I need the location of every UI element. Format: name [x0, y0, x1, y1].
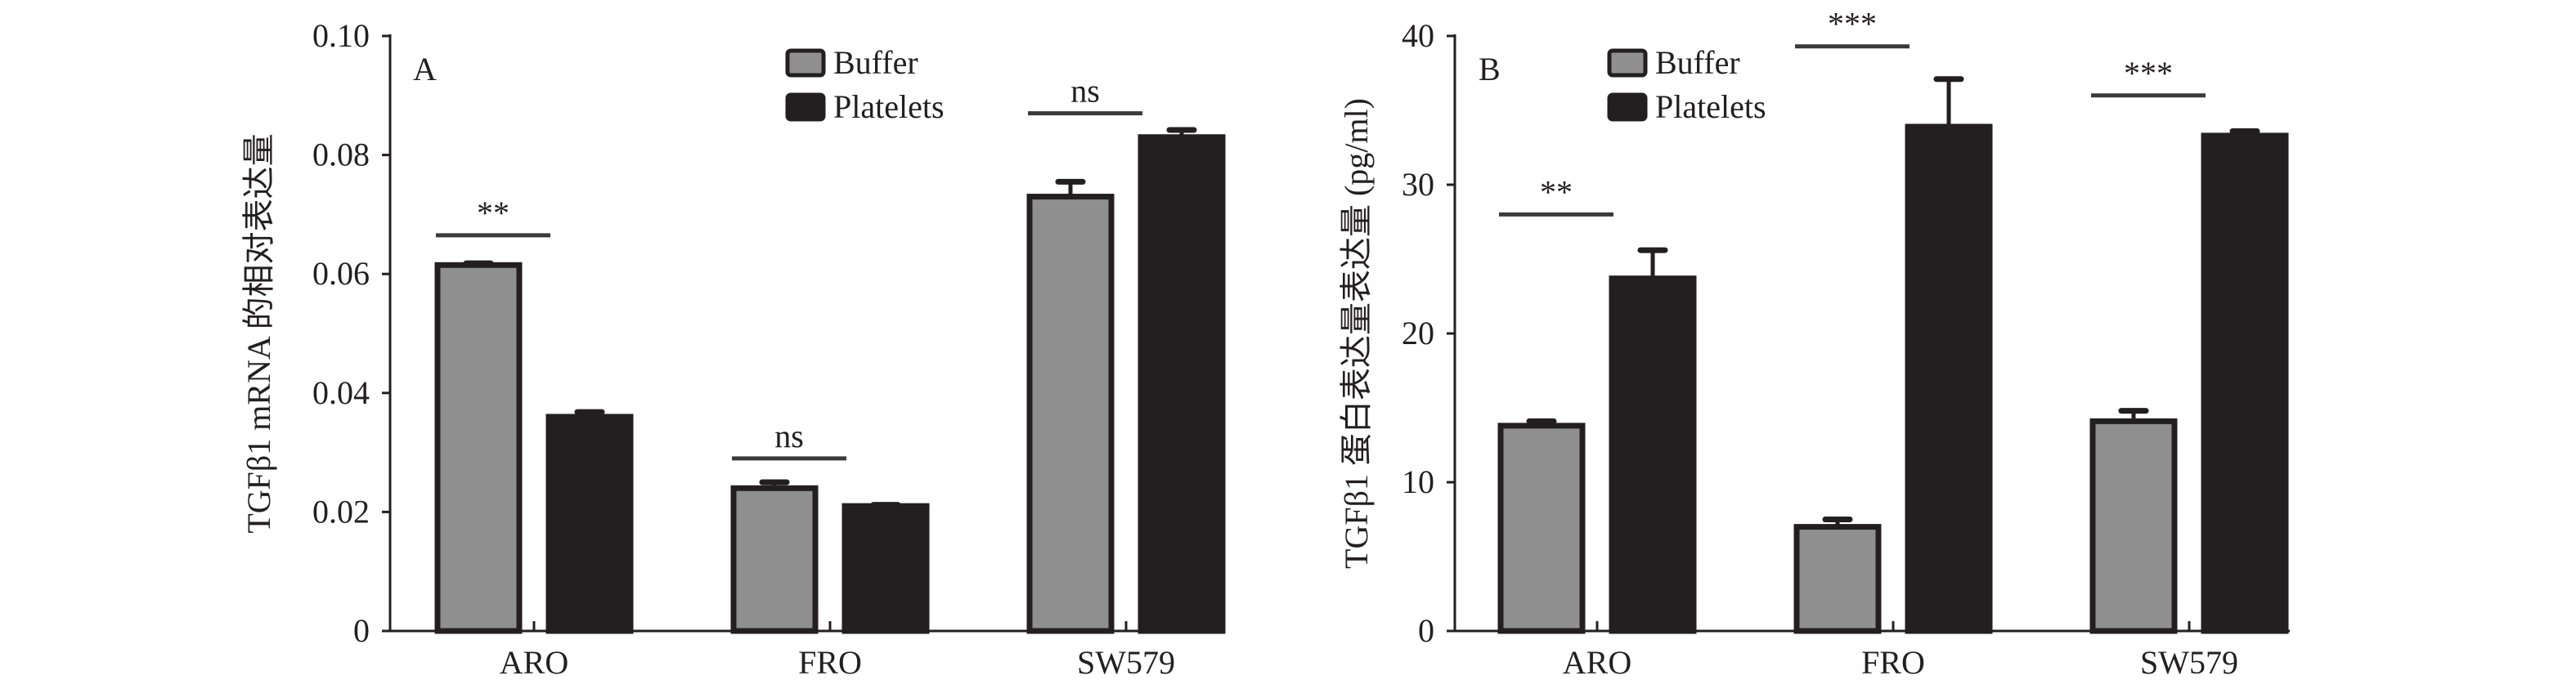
legend-swatch-buffer — [785, 48, 826, 78]
legend-label-buffer: Buffer — [833, 44, 918, 81]
bar-platelets-aro — [545, 414, 634, 634]
legend-label-platelets: Platelets — [833, 88, 945, 125]
significance-label: ns — [774, 418, 804, 454]
y-tick-label: 0.04 — [312, 374, 370, 411]
x-tick-label: SW579 — [1077, 644, 1175, 681]
y-tick-label: 0.10 — [312, 17, 370, 54]
significance-label: *** — [2124, 55, 2173, 92]
x-tick-label: FRO — [798, 644, 862, 681]
y-tick-label: 10 — [1402, 463, 1434, 500]
legend-swatch-platelets — [1607, 92, 1648, 122]
bar-platelets-sw579 — [1138, 134, 1226, 634]
x-tick-label: SW579 — [2140, 644, 2238, 681]
panel-a-chart: 0 0.02 0.04 0.06 0.08 0.10 TGFβ1 mRNA 的相对表达量 A A… — [240, 17, 1226, 681]
y-tick-label: 0 — [353, 612, 370, 649]
y-tick-label: 0.06 — [312, 255, 370, 292]
y-tick-label: 0.02 — [312, 493, 370, 530]
x-tick-label: FRO — [1861, 644, 1925, 681]
y-tick-label: 40 — [1402, 17, 1434, 54]
significance-label: ** — [477, 195, 509, 231]
panel-label: B — [1479, 51, 1501, 87]
legend-swatch-platelets — [785, 92, 826, 122]
legend-label-platelets: Platelets — [1655, 88, 1766, 125]
y-axis-label: TGFβ1 蛋白表达量表达量 (pg/ml) — [1338, 98, 1375, 569]
significance-label: ns — [1070, 73, 1100, 110]
bar-platelets-fro — [1905, 123, 1993, 634]
y-tick-label: 0.08 — [312, 136, 370, 173]
legend-swatch-buffer — [1607, 48, 1648, 78]
bar-buffer-fro — [730, 485, 819, 634]
y-axis-label: TGFβ1 mRNA 的相对表达量 — [240, 133, 277, 533]
x-tick-label: ARO — [500, 644, 568, 681]
significance-label: ** — [1540, 173, 1573, 210]
bar-buffer-sw579 — [2089, 418, 2178, 634]
bar-platelets-sw579 — [2201, 132, 2289, 634]
significance-label: *** — [1828, 6, 1877, 43]
y-tick-label: 0 — [1418, 612, 1434, 649]
bar-platelets-aro — [1609, 275, 1697, 634]
panel-label: A — [413, 51, 437, 87]
bar-platelets-fro — [841, 503, 930, 634]
bar-buffer-fro — [1793, 524, 1882, 634]
y-tick-label: 20 — [1402, 315, 1434, 351]
y-tick-label: 30 — [1402, 166, 1434, 203]
bar-buffer-aro — [434, 262, 523, 634]
bar-buffer-aro — [1497, 423, 1586, 634]
bar-buffer-sw579 — [1026, 194, 1115, 634]
panel-b-chart: 0 10 20 30 40 TGFβ1 蛋白表达量表达量 (pg/ml) B ARO FRO SW… — [1338, 6, 2290, 681]
x-tick-label: ARO — [1563, 644, 1631, 681]
legend-label-buffer: Buffer — [1655, 44, 1740, 81]
